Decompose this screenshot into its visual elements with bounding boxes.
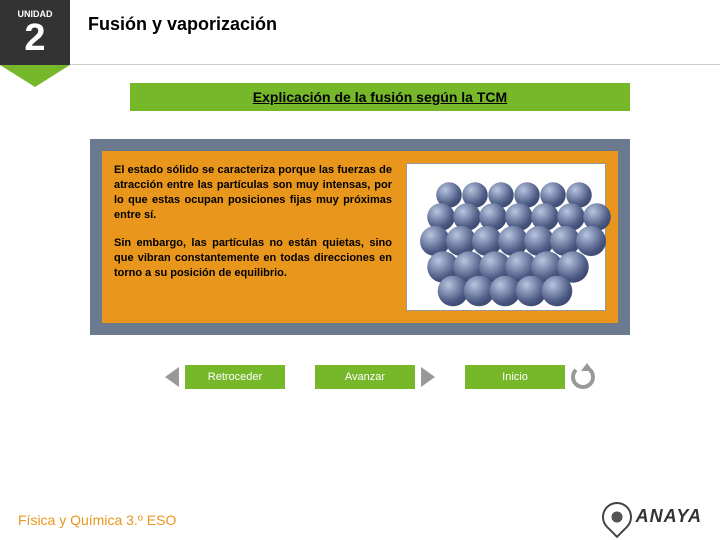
reload-icon [571, 365, 595, 389]
paragraph-2: Sin embargo, las partículas no están qui… [114, 236, 392, 281]
content-panel: El estado sólido se caracteriza porque l… [90, 139, 630, 335]
subtitle-bar: Explicación de la fusión según la TCM [130, 83, 630, 111]
home-label: Inicio [465, 365, 565, 389]
text-column: El estado sólido se caracteriza porque l… [114, 163, 392, 311]
unit-number: 2 [24, 19, 45, 57]
arrow-right-icon [421, 367, 435, 387]
brand-logo: ANAYA [602, 502, 702, 532]
footer-text: Física y Química 3.º ESO [18, 512, 176, 528]
spheres-cluster [416, 172, 596, 302]
molecule-image [406, 163, 606, 311]
arrow-left-icon [165, 367, 179, 387]
nav-bar: Retroceder Avanzar Inicio [0, 365, 720, 389]
back-button[interactable]: Retroceder [165, 365, 285, 389]
unit-box: UNIDAD 2 [0, 0, 70, 65]
page-title: Fusión y vaporización [70, 0, 295, 64]
back-label: Retroceder [185, 365, 285, 389]
home-button[interactable]: Inicio [465, 365, 595, 389]
forward-button[interactable]: Avanzar [315, 365, 435, 389]
header: UNIDAD 2 Fusión y vaporización [0, 0, 720, 65]
forward-label: Avanzar [315, 365, 415, 389]
content-box: El estado sólido se caracteriza porque l… [102, 151, 618, 323]
paragraph-1: El estado sólido se caracteriza porque l… [114, 163, 392, 222]
